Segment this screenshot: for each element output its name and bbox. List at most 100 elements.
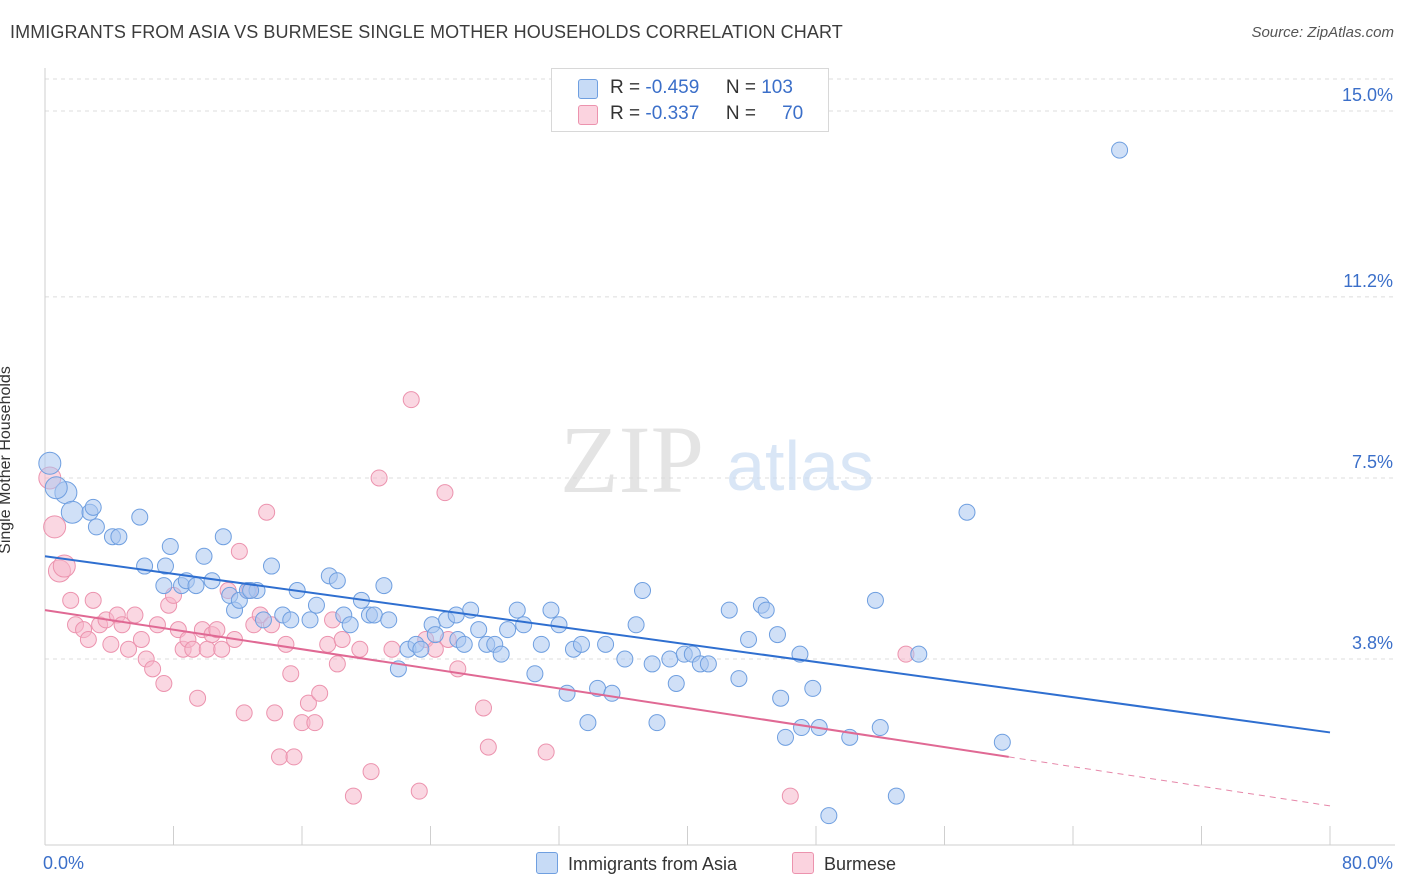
x-tick-min: 0.0%: [43, 853, 85, 873]
legend-r-value: -0.459: [645, 77, 700, 98]
y-tick-label-3: 15.0%: [1342, 85, 1393, 105]
asia-point-42: [412, 640, 430, 658]
asia-point-48: [455, 635, 473, 653]
asia-point-60: [550, 616, 568, 634]
asia-point-84: [768, 626, 786, 644]
burmese-point-60: [402, 391, 420, 409]
burmese-point-15: [126, 606, 144, 624]
asia-point-89: [804, 679, 822, 697]
burmese-point-40: [258, 503, 276, 521]
asia-point-7: [131, 508, 149, 526]
asia-point-4: [87, 518, 105, 536]
asia-point-23: [254, 611, 272, 629]
burmese-point-69: [537, 743, 555, 761]
trend-line-burmese: [44, 609, 1009, 758]
burmese-point-42: [266, 704, 284, 722]
y-tick-label-1: 7.5%: [1352, 452, 1393, 472]
asia-point-56: [515, 616, 533, 634]
asia-point-57: [526, 665, 544, 683]
asia-point-96: [910, 645, 928, 663]
asia-point-10: [156, 557, 174, 575]
asia-point-63: [572, 635, 590, 653]
asia-point-88: [793, 719, 811, 737]
asia-point-54: [499, 621, 517, 639]
y-tick-label-2: 11.2%: [1343, 271, 1393, 291]
asia-point-11: [161, 537, 179, 555]
asia-point-68: [616, 650, 634, 668]
series-immigrants-from-asia: [38, 141, 1129, 825]
asia-point-97: [958, 503, 976, 521]
watermark: ZIP atlas: [560, 406, 874, 513]
asia-point-61: [558, 684, 576, 702]
trend-line-burmese-extrapolated: [1008, 756, 1331, 807]
bottom-legend-label-burmese: Burmese: [824, 854, 897, 874]
chart-title: IMMIGRANTS FROM ASIA VS BURMESE SINGLE M…: [10, 22, 843, 42]
legend-n-label: N =: [725, 103, 756, 124]
asia-point-6: [110, 528, 128, 546]
burmese-point-50: [311, 684, 329, 702]
asia-point-102: [242, 582, 260, 600]
asia-point-31: [328, 572, 346, 590]
burmese-point-64: [436, 484, 454, 502]
legend-r-label: R =: [610, 77, 641, 98]
legend-swatch-burmese: [578, 105, 598, 125]
asia-point-99: [1111, 141, 1129, 159]
asia-point-15: [195, 547, 213, 565]
burmese-point-68: [479, 738, 497, 756]
watermark-atlas: atlas: [726, 427, 874, 505]
asia-point-94: [871, 719, 889, 737]
asia-point-58: [532, 635, 550, 653]
burmese-point-1: [43, 515, 67, 539]
asia-point-100: [44, 476, 68, 500]
burmese-point-27: [189, 689, 207, 707]
burmese-point-44: [277, 635, 295, 653]
bottom-legend-burmese: Burmese: [792, 852, 896, 875]
burmese-point-26: [184, 640, 202, 658]
asia-point-44: [426, 626, 444, 644]
burmese-point-29: [198, 640, 216, 658]
watermark-zip: ZIP: [560, 406, 704, 513]
burmese-point-70: [781, 787, 799, 805]
asia-point-36: [365, 606, 383, 624]
correlation-legend: R = -0.459 N = 103 R = -0.337 N = 70: [551, 68, 829, 132]
axes: [44, 68, 1395, 846]
gridlines: [45, 78, 1395, 660]
asia-point-59: [542, 601, 560, 619]
asia-point-87: [791, 645, 809, 663]
trend-lines: [44, 555, 1331, 807]
burmese-point-51: [319, 635, 337, 653]
asia-point-78: [699, 655, 717, 673]
burmese-point-4: [62, 591, 80, 609]
asia-point-55: [508, 601, 526, 619]
asia-point-9: [155, 577, 173, 595]
asia-point-80: [730, 670, 748, 688]
trend-line-asia: [44, 555, 1331, 734]
asia-point-72: [648, 714, 666, 732]
burmese-point-36: [235, 704, 253, 722]
burmese-point-18: [144, 660, 162, 678]
asia-point-67: [603, 684, 621, 702]
bottom-legend-label-asia: Immigrants from Asia: [568, 854, 738, 874]
asia-point-79: [720, 601, 738, 619]
burmese-point-54: [333, 630, 351, 648]
burmese-point-11: [102, 635, 120, 653]
asia-point-70: [634, 582, 652, 600]
bottom-legend-swatch-asia: [536, 852, 558, 874]
burmese-point-19: [148, 616, 166, 634]
asia-point-37: [375, 577, 393, 595]
asia-point-69: [627, 616, 645, 634]
asia-point-83: [757, 601, 775, 619]
y-tick-label-0: 3.8%: [1352, 633, 1393, 653]
y-tick-labels: 3.8% 7.5% 11.2% 15.0%: [1342, 85, 1393, 653]
asia-point-2: [60, 500, 84, 524]
bottom-legend-swatch-burmese: [792, 852, 814, 874]
burmese-point-43: [271, 748, 289, 766]
asia-point-50: [470, 621, 488, 639]
asia-point-26: [282, 611, 300, 629]
asia-point-66: [597, 635, 615, 653]
asia-point-101: [84, 498, 102, 516]
burmese-point-16: [132, 630, 150, 648]
asia-point-91: [820, 807, 838, 825]
asia-point-17: [214, 528, 232, 546]
